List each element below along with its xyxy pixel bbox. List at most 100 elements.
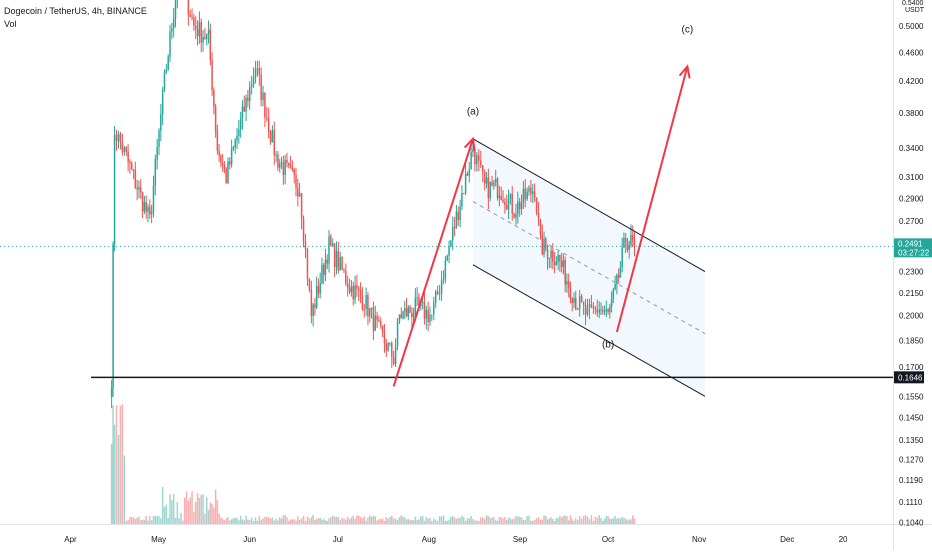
candle-body — [256, 68, 259, 70]
volume-bar — [302, 515, 305, 524]
volume-bar — [446, 520, 448, 524]
candle-body — [280, 162, 283, 164]
volume-bar — [134, 519, 137, 524]
candle-body — [400, 314, 403, 319]
volume-bar — [567, 520, 570, 524]
candle-body — [241, 106, 244, 119]
volume-bar — [167, 517, 169, 524]
volume-bar — [466, 518, 469, 524]
volume-bar — [143, 519, 146, 524]
candle-body — [200, 21, 202, 43]
candle-body — [312, 304, 314, 316]
candle-body — [433, 302, 435, 315]
volume-bar — [267, 517, 270, 524]
volume-bar — [459, 517, 461, 524]
volume-bar — [209, 502, 212, 524]
volume-label[interactable]: Vol — [4, 19, 17, 29]
candle-body — [187, 0, 190, 15]
candle-body — [607, 309, 609, 313]
candle-body — [138, 187, 140, 190]
volume-bar — [337, 516, 340, 524]
volume-bar — [238, 520, 240, 524]
candle-body — [324, 259, 327, 275]
volume-bar — [509, 518, 512, 524]
candle-body — [174, 1, 177, 19]
candle-body — [610, 298, 613, 307]
candle-body — [515, 214, 517, 218]
volume-bar — [609, 518, 611, 524]
symbol-title[interactable]: Dogecoin / TetherUS, 4h, BINANCE — [4, 6, 147, 16]
y-tick-label: 0.1850 — [899, 336, 924, 345]
volume-bar — [308, 518, 311, 524]
volume-bar — [352, 515, 354, 524]
candle-body — [545, 238, 547, 249]
volume-bar — [187, 500, 190, 524]
volume-bar — [234, 517, 236, 524]
volume-bar — [621, 516, 623, 524]
volume-bar — [504, 517, 506, 524]
volume-bar — [461, 515, 463, 524]
volume-bar — [223, 520, 226, 524]
volume-bar — [592, 520, 595, 524]
volume-bar — [372, 515, 375, 524]
volume-bar — [548, 518, 551, 524]
volume-bar — [494, 520, 497, 524]
candle-body — [398, 314, 401, 322]
volume-bar — [221, 518, 224, 524]
last-price-tag — [894, 238, 932, 258]
candle-body — [314, 304, 316, 308]
volume-bar — [532, 520, 534, 524]
candle-body — [391, 343, 393, 357]
candle-body — [380, 321, 382, 326]
volume-bar — [127, 519, 129, 524]
volume-bar — [211, 503, 213, 524]
channel-upper-line — [472, 138, 706, 273]
candle-body — [310, 289, 313, 316]
candle-body — [600, 309, 602, 311]
volume-bar — [178, 518, 180, 524]
volume-bar — [262, 518, 264, 524]
candle-body — [262, 92, 264, 101]
candle-body — [418, 297, 420, 307]
candle-body — [223, 164, 226, 169]
support-price-tag — [894, 371, 924, 384]
volume-bar — [350, 517, 353, 524]
candle-body — [365, 295, 367, 310]
candle-body — [423, 301, 426, 319]
volume-bar — [245, 515, 247, 524]
volume-bar — [300, 518, 303, 524]
candle-body — [405, 308, 408, 317]
candle-body — [411, 312, 413, 318]
candle-body — [573, 298, 575, 304]
candle-body — [389, 343, 391, 345]
volume-bar — [594, 516, 597, 524]
volume-bar — [194, 501, 197, 524]
candle-body — [254, 68, 257, 78]
candle-body — [369, 308, 371, 317]
volume-bar — [472, 518, 474, 524]
candle-body — [113, 134, 116, 245]
volume-bar — [396, 519, 399, 524]
volume-bar — [169, 494, 171, 524]
y-tick-label: 0.1110 — [899, 498, 923, 507]
candle-body — [532, 191, 534, 194]
candle-body — [260, 74, 262, 101]
volume-bar — [631, 515, 634, 524]
candle-body — [266, 117, 268, 119]
volume-bar — [586, 516, 589, 524]
candle-body — [202, 37, 204, 43]
candle-body — [550, 250, 552, 259]
candle-body — [564, 260, 566, 285]
volume-bar — [374, 516, 377, 524]
volume-bar — [457, 517, 459, 524]
volume-bar — [526, 515, 528, 524]
candle-body — [481, 165, 484, 173]
candle-body — [350, 286, 353, 293]
candle-body — [346, 283, 349, 289]
volume-bar — [600, 518, 602, 524]
volume-bar — [119, 405, 122, 524]
volume-bar — [293, 519, 295, 524]
candle-body — [150, 211, 153, 215]
